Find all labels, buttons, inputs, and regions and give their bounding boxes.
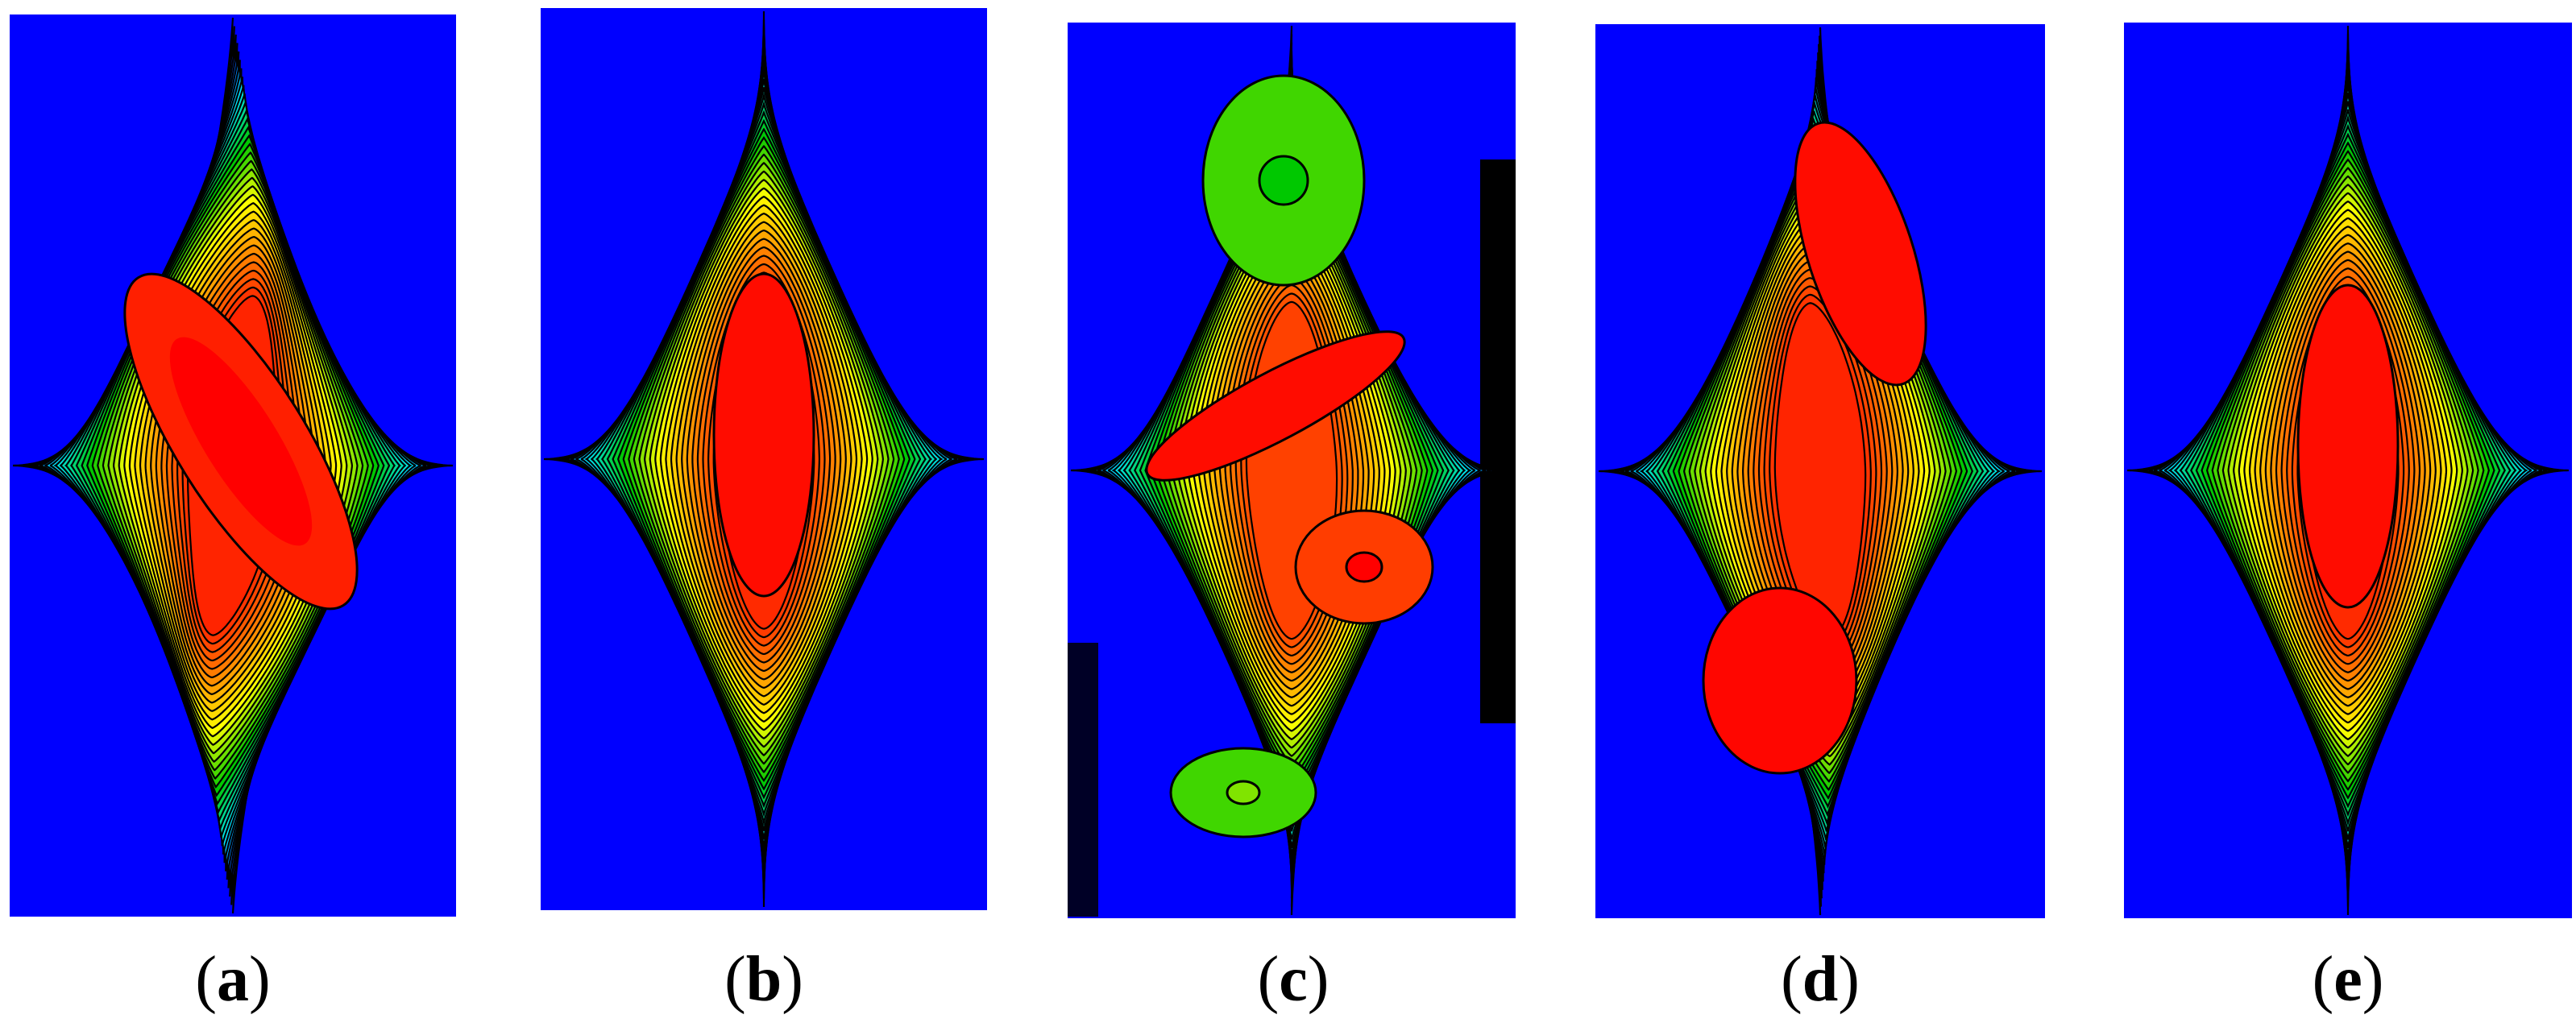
panel-c-caption: (c) — [1257, 944, 1329, 1015]
panel-e-field — [2127, 26, 2569, 915]
panel-b-caption: (b) — [724, 944, 803, 1015]
panel-c-field — [1071, 26, 1512, 915]
panel-c-contour-plot — [1068, 23, 1516, 918]
panel-b-contour-plot — [541, 8, 987, 910]
panel-d-label: d — [1802, 944, 1839, 1015]
panel-a-field — [13, 17, 453, 914]
panel-b-field — [544, 11, 984, 907]
panel-d-contour-plot — [1595, 24, 2045, 918]
panel-b-label: b — [745, 944, 782, 1015]
panel-a-caption: (a) — [195, 944, 271, 1015]
panel-e-contour-plot — [2124, 23, 2572, 918]
panel-d-field — [1599, 27, 2042, 916]
panel-e-label: e — [2333, 944, 2362, 1015]
panel-e-caption: (e) — [2312, 944, 2384, 1015]
panel-a-contour-plot — [10, 14, 456, 917]
panel-d-caption: (d) — [1781, 944, 1860, 1015]
panel-a-label: a — [217, 944, 249, 1015]
panel-c-label: c — [1279, 944, 1308, 1015]
